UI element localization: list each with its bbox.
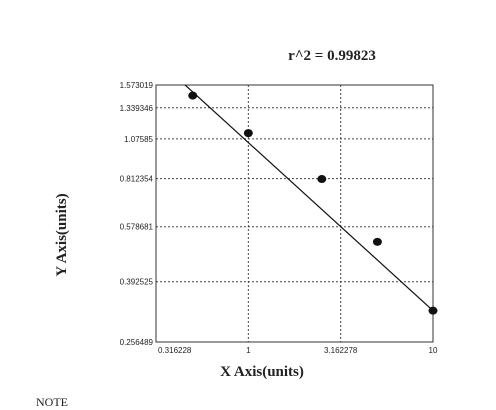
x-axis-ticks: 0.316228 1 3.162278 10 <box>158 346 438 355</box>
y-tick-label: 0.256489 <box>120 338 154 347</box>
x-axis-label: X Axis(units) <box>220 364 304 380</box>
chart-title: r^2 = 0.99823 <box>288 48 376 64</box>
x-tick-label: 3.162278 <box>324 346 358 355</box>
x-tick-label: 10 <box>429 346 438 355</box>
fit-line-group <box>184 85 433 312</box>
y-tick-label: 1.339346 <box>120 104 154 113</box>
data-point <box>428 306 438 315</box>
grid <box>156 85 433 342</box>
y-tick-label: 1.573019 <box>120 81 154 90</box>
plot-area <box>155 84 434 343</box>
y-tick-label: 1.07585 <box>124 135 153 144</box>
y-tick-label: 0.578681 <box>120 223 154 232</box>
y-tick-label: 0.392525 <box>120 278 154 287</box>
x-tick-label: 0.316228 <box>158 346 192 355</box>
y-tick-label: 0.812354 <box>120 175 154 184</box>
y-axis-ticks: 1.573019 1.339346 1.07585 0.812354 0.578681 0… <box>120 81 154 347</box>
data-point <box>188 91 198 100</box>
fit-line <box>184 85 433 312</box>
data-point <box>372 237 382 246</box>
data-point <box>317 175 327 184</box>
data-points <box>188 91 438 315</box>
x-tick-label: 1 <box>246 346 251 355</box>
data-point <box>243 129 253 138</box>
y-axis-label: Y Axis(units) <box>54 193 70 276</box>
